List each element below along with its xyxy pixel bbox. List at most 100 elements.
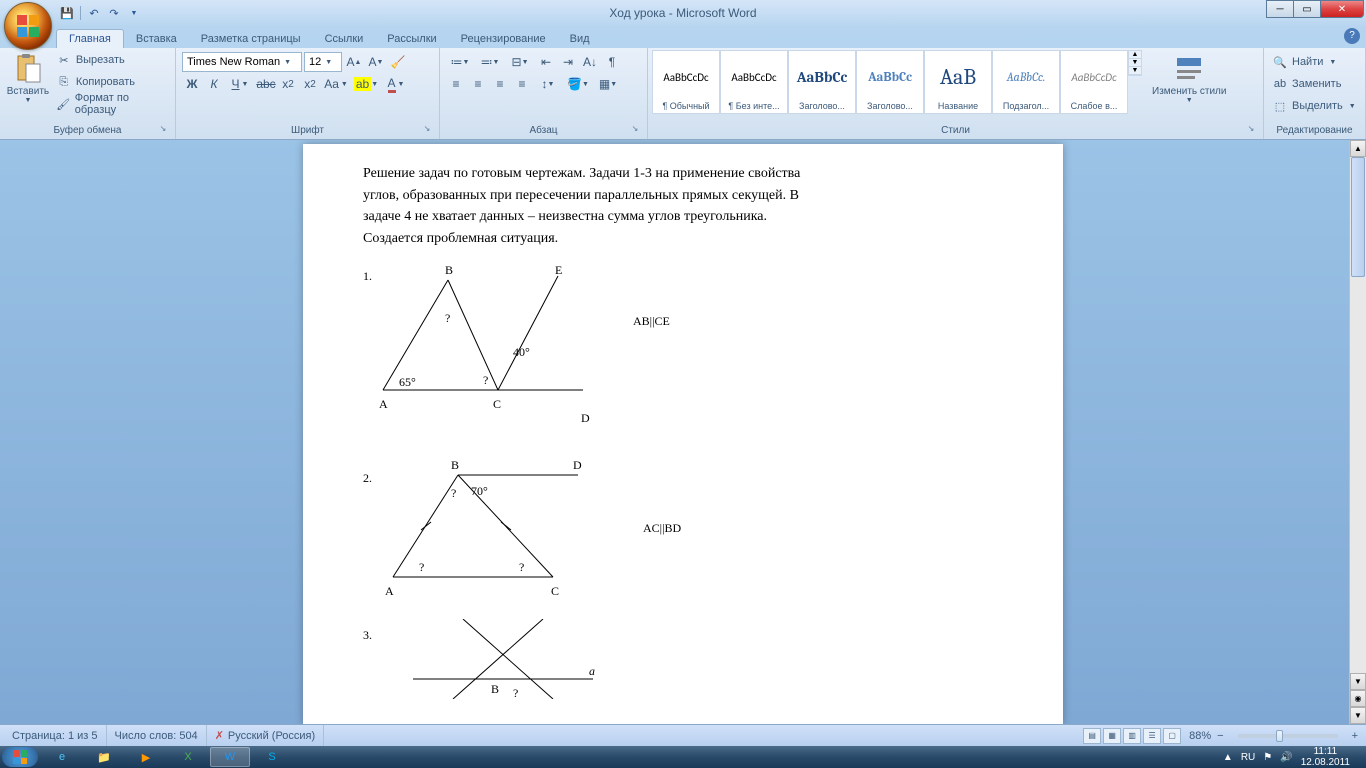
task-word[interactable]: W (210, 747, 250, 767)
tray-chevron[interactable]: ▲ (1223, 752, 1233, 763)
scroll-up[interactable]: ▲ (1350, 140, 1366, 157)
outline-view[interactable]: ☰ (1143, 728, 1161, 744)
status-language[interactable]: ✗Русский (Россия) (207, 725, 325, 746)
underline-button[interactable]: Ч▼ (226, 74, 254, 94)
tab-home[interactable]: Главная (56, 29, 124, 48)
gallery-scroll[interactable]: ▲ ▼ ▼ (1128, 50, 1142, 76)
tab-view[interactable]: Вид (558, 30, 602, 48)
style-item[interactable]: AaBbCcЗаголово... (856, 50, 924, 114)
status-page[interactable]: Страница: 1 из 5 (4, 725, 107, 746)
change-styles-button[interactable]: Изменить стили ▼ (1148, 50, 1230, 106)
page[interactable]: Решение задач по готовым чертежам. Задач… (303, 144, 1063, 724)
tray-clock[interactable]: 11:11 12.08.2011 (1301, 746, 1350, 768)
align-right[interactable]: ≡ (490, 74, 510, 94)
qat-customize[interactable]: ▼ (125, 4, 143, 22)
zoom-thumb[interactable] (1276, 730, 1283, 742)
grow-font[interactable]: A▲ (344, 52, 364, 72)
borders-button[interactable]: ▦▼ (594, 74, 622, 94)
shading-button[interactable]: 🪣▼ (564, 74, 592, 94)
fullscreen-view[interactable]: ▦ (1103, 728, 1121, 744)
office-button[interactable] (4, 2, 52, 50)
justify[interactable]: ≡ (512, 74, 532, 94)
align-left[interactable]: ≡ (446, 74, 466, 94)
superscript-button[interactable]: x2 (300, 74, 320, 94)
tray-icon[interactable]: 🔊 (1280, 752, 1292, 763)
tab-mailings[interactable]: Рассылки (375, 30, 448, 48)
font-size-combo[interactable]: 12▼ (304, 52, 342, 72)
close-button[interactable]: ✕ (1320, 0, 1364, 18)
help-button[interactable]: ? (1344, 28, 1360, 44)
numbering-button[interactable]: ≕▼ (476, 52, 504, 72)
copy-button[interactable]: ⎘Копировать (54, 72, 169, 92)
save-button[interactable]: 💾 (58, 4, 76, 22)
line-spacing[interactable]: ↕▼ (534, 74, 562, 94)
italic-button[interactable]: К (204, 74, 224, 94)
tab-review[interactable]: Рецензирование (449, 30, 558, 48)
bullets-button[interactable]: ≔▼ (446, 52, 474, 72)
style-item[interactable]: AaBbCc.Подзагол... (992, 50, 1060, 114)
paragraph-launcher[interactable]: ↘ (629, 124, 641, 136)
task-skype[interactable]: S (252, 747, 292, 767)
tab-page-layout[interactable]: Разметка страницы (189, 30, 313, 48)
bold-button[interactable]: Ж (182, 74, 202, 94)
change-case-button[interactable]: Aa▼ (322, 74, 350, 94)
task-ie[interactable]: e (42, 747, 82, 767)
subscript-button[interactable]: x2 (278, 74, 298, 94)
cut-button[interactable]: ✂Вырезать (54, 50, 169, 70)
clipboard-launcher[interactable]: ↘ (157, 124, 169, 136)
redo-button[interactable]: ↷ (105, 4, 123, 22)
decrease-indent[interactable]: ⇤ (536, 52, 556, 72)
gallery-more[interactable]: ▼ (1129, 67, 1141, 75)
gallery-up[interactable]: ▲ (1129, 51, 1141, 59)
style-item[interactable]: AaBbCcЗаголово... (788, 50, 856, 114)
font-family-combo[interactable]: Times New Roman▼ (182, 52, 302, 72)
start-button[interactable] (2, 747, 38, 767)
web-view[interactable]: ▥ (1123, 728, 1141, 744)
scroll-thumb[interactable] (1351, 157, 1365, 277)
format-painter-button[interactable]: 🖌Формат по образцу (54, 94, 169, 114)
font-color-button[interactable]: A▼ (382, 74, 410, 94)
draft-view[interactable]: ▢ (1163, 728, 1181, 744)
print-layout-view[interactable]: ▤ (1083, 728, 1101, 744)
strikethrough-button[interactable]: abc (256, 74, 276, 94)
style-item[interactable]: AaBbCcDc¶ Обычный (652, 50, 720, 114)
zoom-slider[interactable] (1238, 734, 1338, 738)
align-center[interactable]: ≡ (468, 74, 488, 94)
tab-references[interactable]: Ссылки (313, 30, 376, 48)
tray-icon[interactable]: ⚑ (1263, 752, 1272, 763)
style-item[interactable]: AaBНазвание (924, 50, 992, 114)
select-button[interactable]: ⬚Выделить▼ (1270, 96, 1358, 116)
minimize-button[interactable]: ─ (1266, 0, 1294, 18)
next-page[interactable]: ▼ (1350, 707, 1366, 724)
styles-launcher[interactable]: ↘ (1245, 124, 1257, 136)
font-launcher[interactable]: ↘ (421, 124, 433, 136)
find-button[interactable]: 🔍Найти▼ (1270, 52, 1358, 72)
undo-button[interactable]: ↶ (85, 4, 103, 22)
zoom-in[interactable]: + (1348, 730, 1362, 742)
style-item[interactable]: AaBbCcDc¶ Без инте... (720, 50, 788, 114)
zoom-level[interactable]: 88% (1189, 730, 1211, 742)
status-words[interactable]: Число слов: 504 (107, 725, 207, 746)
shrink-font[interactable]: A▼ (366, 52, 386, 72)
increase-indent[interactable]: ⇥ (558, 52, 578, 72)
clear-format[interactable]: 🧹 (388, 52, 408, 72)
tab-insert[interactable]: Вставка (124, 30, 189, 48)
style-item[interactable]: AaBbCcDcСлабое в... (1060, 50, 1128, 114)
multilevel-button[interactable]: ⊟▼ (506, 52, 534, 72)
zoom-out[interactable]: − (1213, 730, 1227, 742)
styles-gallery[interactable]: AaBbCcDc¶ ОбычныйAaBbCcDc¶ Без инте...Aa… (652, 50, 1128, 114)
task-explorer[interactable]: 📁 (84, 747, 124, 767)
replace-button[interactable]: abЗаменить (1270, 74, 1358, 94)
gallery-down[interactable]: ▼ (1129, 59, 1141, 67)
show-marks[interactable]: ¶ (602, 52, 622, 72)
prev-page[interactable]: ◉ (1350, 690, 1366, 707)
highlight-button[interactable]: ab▼ (352, 74, 380, 94)
maximize-button[interactable]: ▭ (1293, 0, 1321, 18)
sort-button[interactable]: A↓ (580, 52, 600, 72)
scroll-down[interactable]: ▼ (1350, 673, 1366, 690)
task-wmp[interactable]: ▶ (126, 747, 166, 767)
task-excel[interactable]: X (168, 747, 208, 767)
vertical-scrollbar[interactable]: ▲ ▼ ◉ ▼ (1349, 140, 1366, 724)
tray-lang[interactable]: RU (1241, 752, 1255, 763)
paste-button[interactable]: Вставить ▼ (4, 50, 52, 106)
